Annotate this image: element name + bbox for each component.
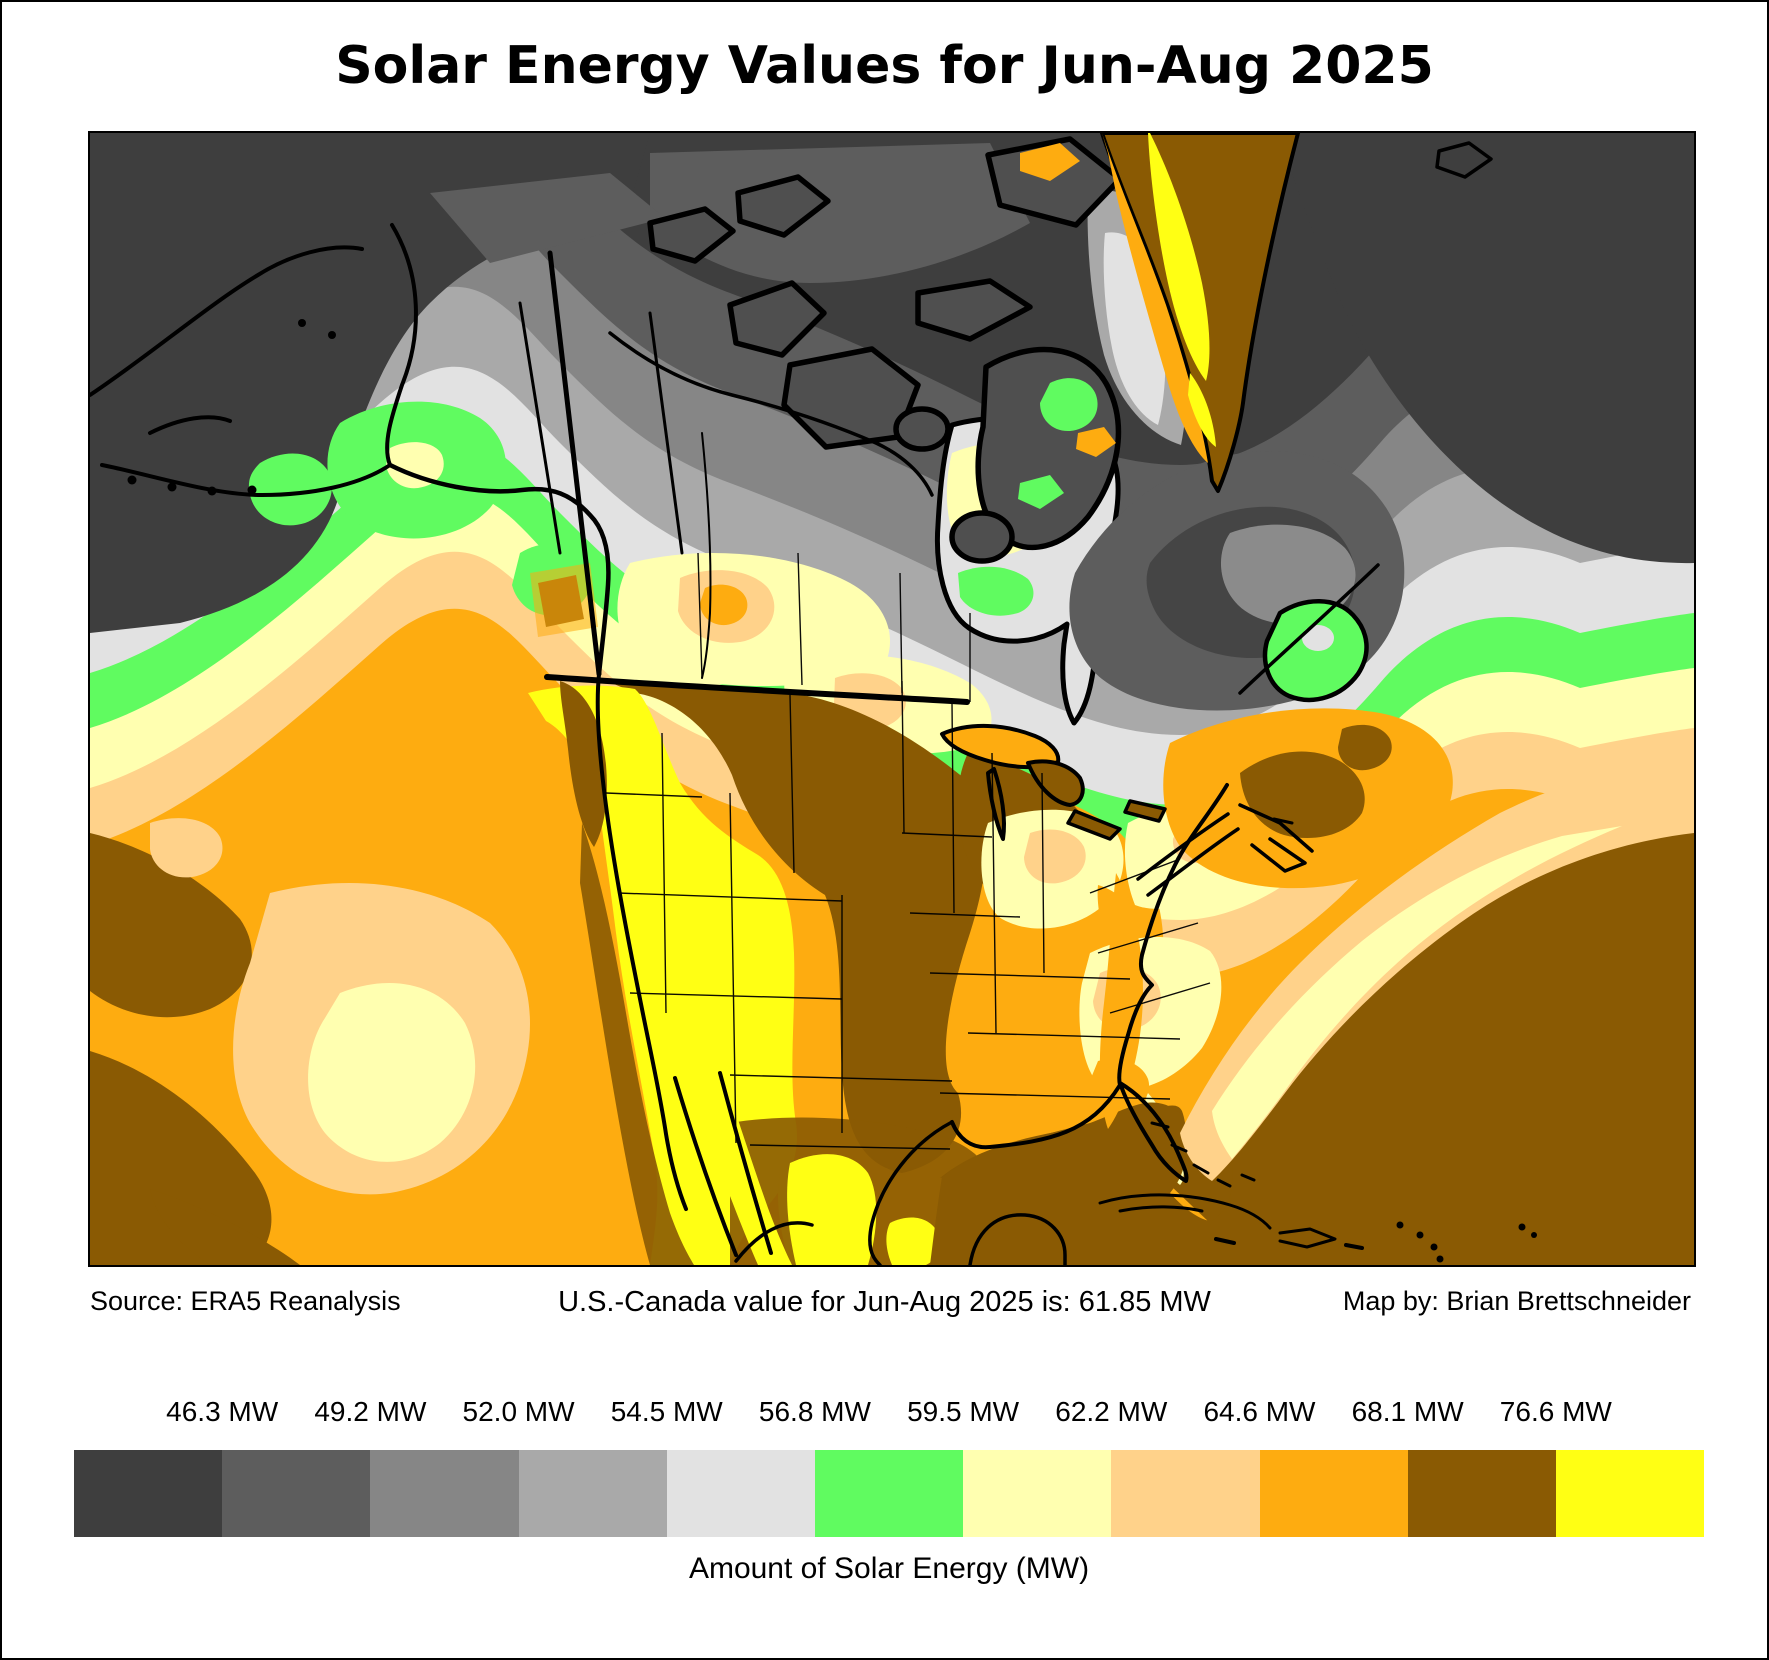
legend-tick-label: 64.6 MW	[1203, 1396, 1316, 1427]
legend-tick-label: 49.2 MW	[314, 1396, 427, 1427]
colorbar-segment	[518, 1450, 667, 1537]
legend-tick-label: 46.3 MW	[166, 1396, 279, 1427]
colorbar-segment	[222, 1450, 371, 1537]
atlantic-features	[930, 758, 1694, 1265]
great-lakes	[940, 724, 1167, 841]
dark-ocean-overlays	[90, 133, 1694, 633]
state-borders	[605, 552, 1211, 1150]
colorbar-segment	[370, 1450, 519, 1537]
legend-tick-label: 52.0 MW	[462, 1396, 575, 1427]
legend-tick-label: 54.5 MW	[610, 1396, 723, 1427]
colorbar-segment	[814, 1450, 964, 1537]
legend-title: Amount of Solar Energy (MW)	[688, 1552, 1090, 1585]
source-text: Source: ERA5 Reanalysis	[90, 1286, 401, 1316]
colorbar-segment	[1555, 1450, 1705, 1537]
colorbar-segment	[1111, 1450, 1260, 1537]
colorbar-segment	[1407, 1450, 1556, 1537]
map-title: Solar Energy Values for Jun-Aug 2025	[335, 36, 1434, 96]
arctic-islands	[647, 136, 1123, 564]
summary-value-text: U.S.-Canada value for Jun-Aug 2025 is: 6…	[558, 1286, 1211, 1318]
legend-tick-label: 59.5 MW	[907, 1396, 1020, 1427]
pacific-features	[90, 681, 694, 1265]
credit-text: Map by: Brian Brettschneider	[1342, 1286, 1691, 1316]
legend-tick-label: 62.2 MW	[1055, 1396, 1168, 1427]
north-america-contour-map	[90, 133, 1694, 1265]
greenland	[1100, 133, 1300, 493]
legend-tick-label: 56.8 MW	[758, 1396, 871, 1427]
colorbar-segment	[963, 1450, 1112, 1537]
colorbar-segment	[74, 1450, 223, 1537]
legend-tick-label: 68.1 MW	[1351, 1396, 1464, 1427]
legend-labels: 46.3 MW 49.2 MW 52.0 MW 54.5 MW 56.8 MW 59.5 …	[74, 1396, 1704, 1432]
map-figure	[88, 131, 1696, 1267]
legend-tick-label: 76.6 MW	[1499, 1396, 1612, 1427]
colorbar-segment	[1259, 1450, 1408, 1537]
colorbar-segment	[666, 1450, 815, 1537]
coastlines	[90, 141, 1537, 1265]
colorbar	[74, 1450, 1705, 1537]
newfoundland	[1262, 599, 1369, 703]
alaska-yukon-accents	[248, 173, 665, 637]
maritimes-region	[1163, 708, 1453, 889]
